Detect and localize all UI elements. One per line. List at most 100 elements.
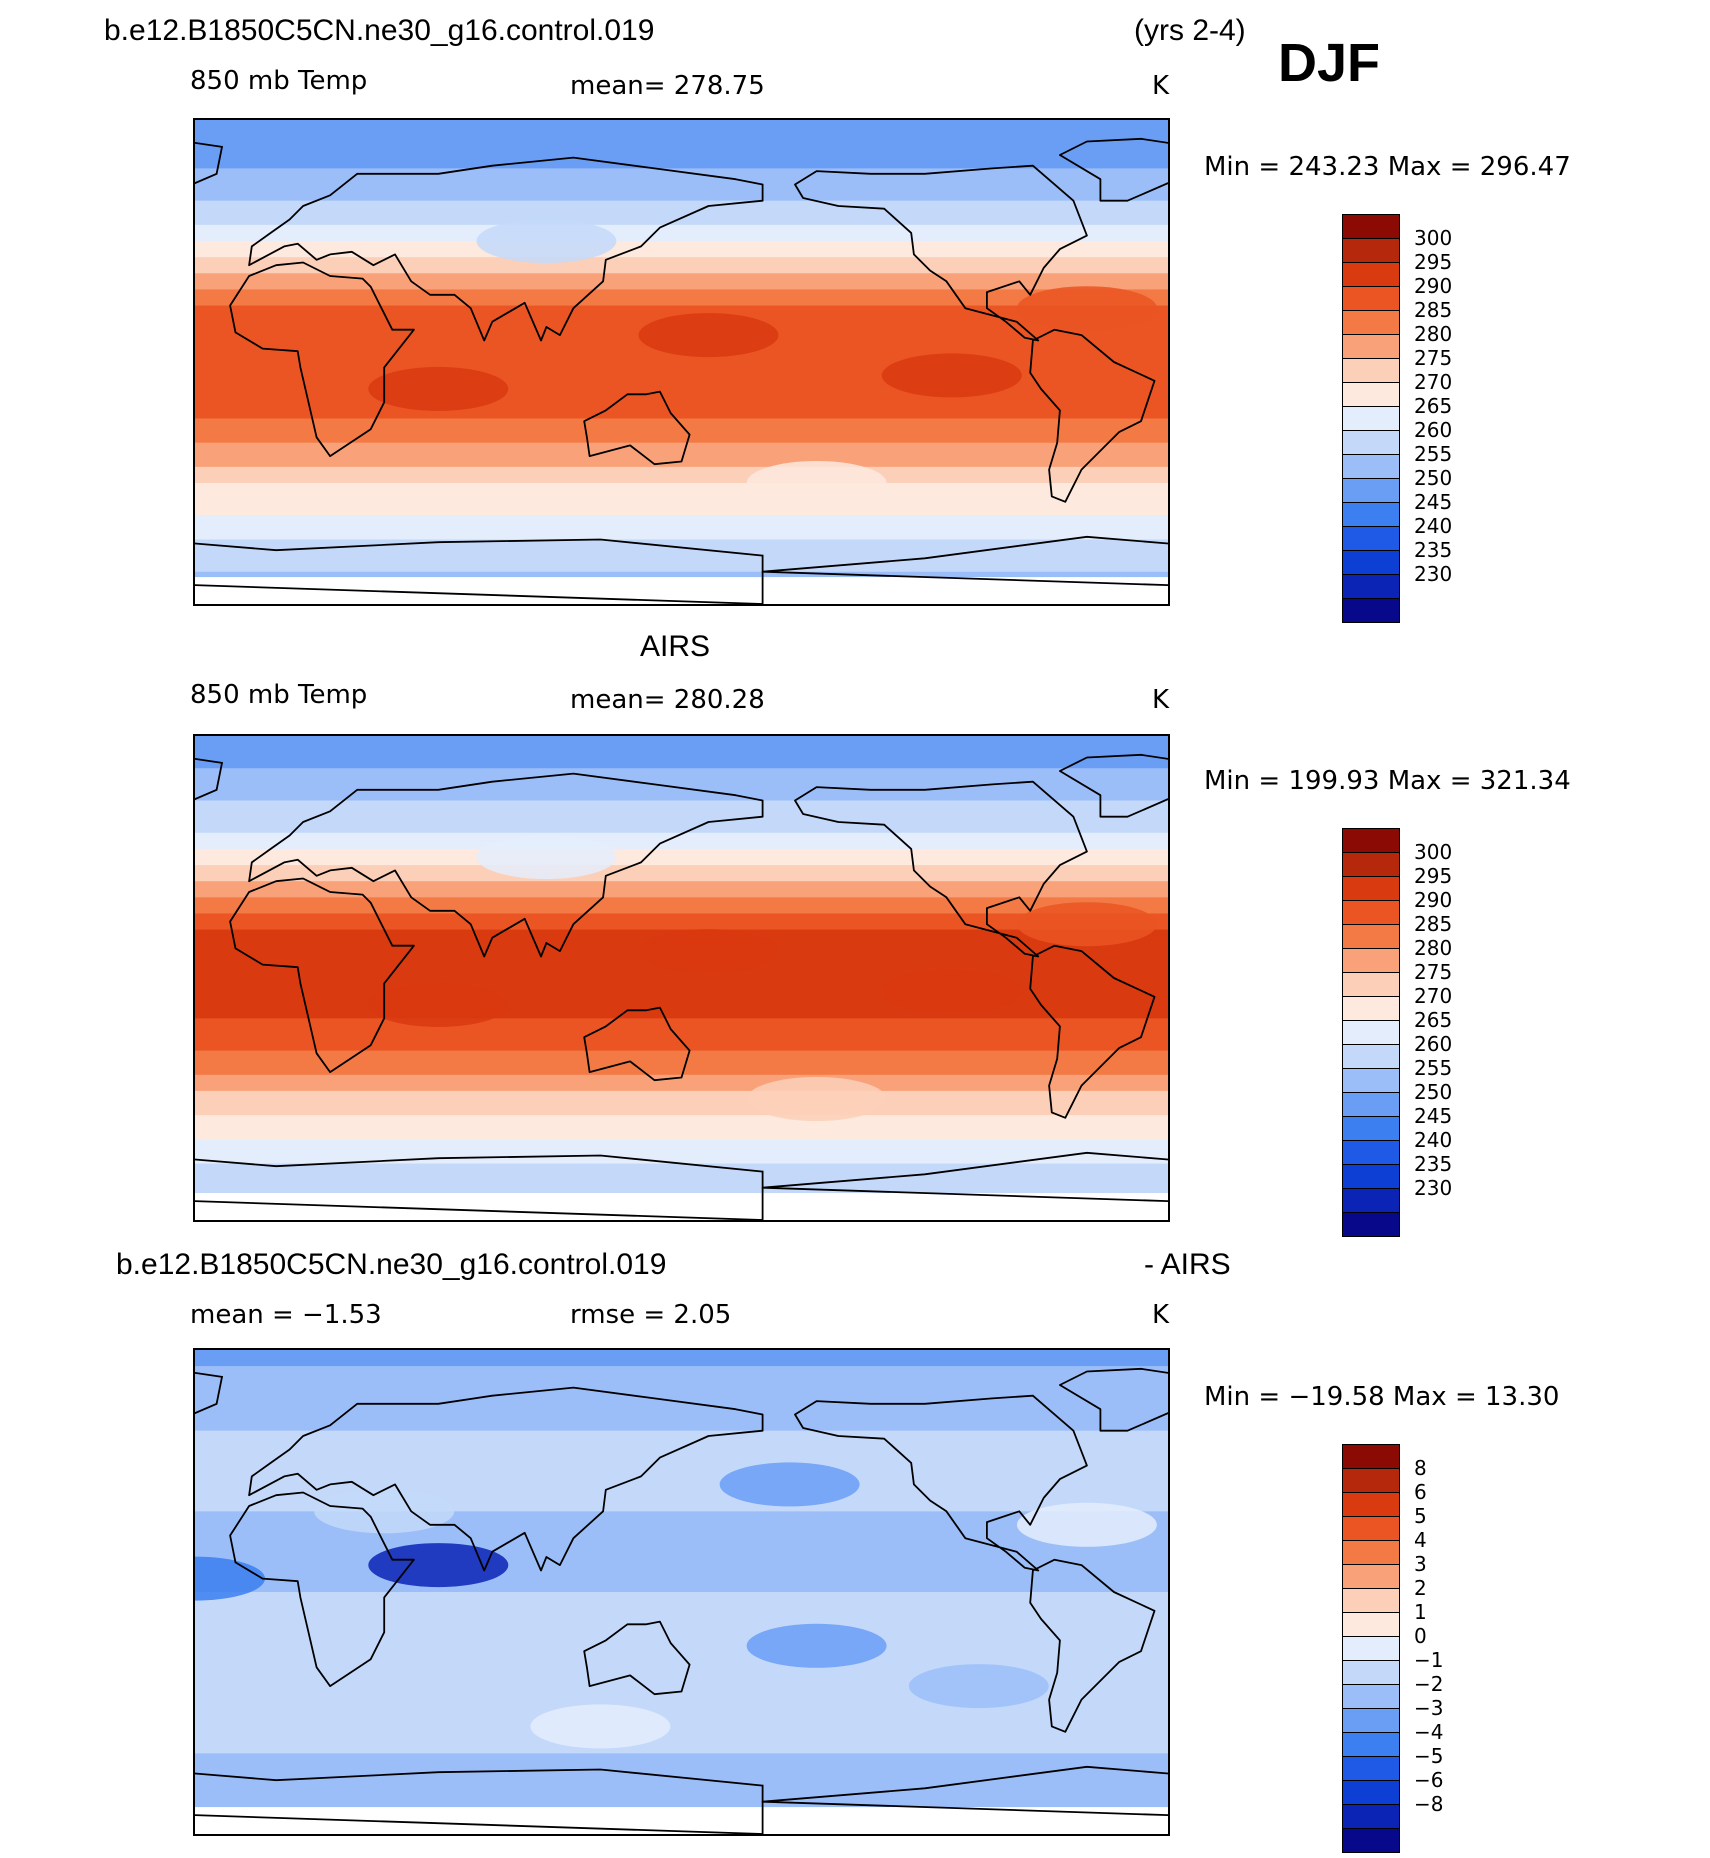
lat-band: [195, 1487, 1168, 1496]
lat-band: [195, 507, 1168, 516]
field-anomaly: [368, 1543, 509, 1588]
lat-band: [195, 1729, 1168, 1738]
field-anomaly: [719, 1462, 860, 1507]
lat-band: [195, 1155, 1168, 1165]
colorbar-tick-label: 280: [1414, 322, 1453, 346]
colorbar-tick-label: 240: [1414, 1128, 1453, 1152]
lat-band: [195, 1147, 1168, 1157]
panel2-minmax: Min = 199.93 Max = 321.34: [1204, 766, 1571, 796]
colorbar-swatch: [1342, 1068, 1400, 1093]
field-anomaly: [638, 929, 779, 974]
colorbar-swatch: [1342, 1804, 1400, 1829]
lat-band: [195, 736, 1168, 745]
lat-band: [195, 200, 1168, 210]
lat-band: [195, 865, 1168, 874]
field-anomaly: [368, 982, 509, 1027]
panel1-variable: 850 mb Temp: [190, 66, 368, 96]
lat-band: [195, 216, 1168, 226]
lat-band: [195, 1777, 1168, 1787]
lat-band: [195, 1179, 1168, 1189]
colorbar-tick-label: 280: [1414, 936, 1453, 960]
lat-band: [195, 1382, 1168, 1391]
colorbar-swatch: [1342, 1588, 1400, 1613]
years-label: (yrs 2-4): [1134, 14, 1246, 47]
lat-band: [195, 523, 1168, 532]
field-anomaly: [1016, 286, 1157, 331]
colorbar-swatch: [1342, 358, 1400, 383]
field-anomaly: [1016, 902, 1157, 947]
colorbar-tick-label: 290: [1414, 888, 1453, 912]
lat-band: [195, 1624, 1168, 1633]
colorbar-tick-label: −2: [1414, 1672, 1444, 1696]
lat-band: [195, 555, 1168, 565]
coastline: [1059, 137, 1168, 202]
panel1-contour-svg: [195, 120, 1168, 604]
lat-band: [195, 144, 1168, 153]
panel2-bands: [195, 736, 1168, 1220]
colorbar-swatch: [1342, 478, 1400, 503]
colorbar-swatch: [1342, 502, 1400, 527]
colorbar-swatch: [1342, 1468, 1400, 1493]
lat-band: [195, 1010, 1168, 1019]
coastline: [1059, 1367, 1168, 1432]
lat-band: [195, 1503, 1168, 1512]
colorbar-tick-label: 270: [1414, 984, 1453, 1008]
field-anomaly: [881, 353, 1022, 398]
colorbar-tick-label: −5: [1414, 1744, 1444, 1768]
lat-band: [195, 1648, 1168, 1658]
panel3-title-left: b.e12.B1850C5CN.ne30_g16.control.019: [116, 1248, 667, 1281]
colorbar-tick-label: 2: [1414, 1576, 1427, 1600]
lat-band: [195, 1374, 1168, 1383]
panel2-map: [193, 734, 1170, 1222]
lat-band: [195, 1745, 1168, 1754]
lat-band: [195, 281, 1168, 290]
colorbar-tick-label: 235: [1414, 538, 1453, 562]
field-anomaly: [476, 219, 617, 263]
lat-band: [195, 1640, 1168, 1650]
lat-band: [195, 442, 1168, 452]
colorbar-tick-label: 275: [1414, 960, 1453, 984]
coastline: [1029, 1558, 1156, 1733]
field-anomaly: [368, 366, 509, 411]
colorbar-swatch: [1342, 1636, 1400, 1661]
field-anomaly: [746, 461, 887, 505]
colorbar-tick-label: 285: [1414, 298, 1453, 322]
colorbar-swatch: [1342, 1092, 1400, 1117]
field-anomaly: [908, 1664, 1049, 1709]
panel1-mean: mean= 278.75: [570, 71, 765, 101]
lat-band: [195, 1721, 1168, 1730]
lat-band: [195, 1115, 1168, 1124]
field-anomaly: [476, 835, 617, 879]
coastline: [195, 538, 764, 604]
lat-band: [195, 539, 1168, 549]
colorbar-tick-label: 255: [1414, 1056, 1453, 1080]
panel2-units: K: [1152, 685, 1170, 715]
colorbar-swatch: [1342, 876, 1400, 901]
colorbar-tick-label: 240: [1414, 514, 1453, 538]
coastline: [761, 535, 1168, 587]
colorbar-swatch: [1342, 1612, 1400, 1637]
lat-band: [195, 232, 1168, 242]
colorbar-swatch: [1342, 334, 1400, 359]
colorbar-tick-label: 5: [1414, 1504, 1427, 1528]
coastline: [248, 772, 764, 958]
panel1-bands: [195, 120, 1168, 604]
lat-band: [195, 474, 1168, 484]
panel1-map: [193, 118, 1170, 606]
coastline: [794, 164, 1088, 342]
colorbar-swatch: [1342, 1660, 1400, 1685]
lat-band: [195, 1737, 1168, 1746]
coastline: [229, 1491, 415, 1688]
lat-band: [195, 136, 1168, 145]
lat-band: [195, 160, 1168, 169]
colorbar-tick-label: 275: [1414, 346, 1453, 370]
colorbar-swatch: [1342, 1780, 1400, 1805]
coastline: [248, 1386, 764, 1572]
lat-band: [195, 418, 1168, 428]
colorbar-tick-label: −8: [1414, 1792, 1444, 1816]
colorbar-tick-label: 290: [1414, 274, 1453, 298]
colorbar-swatch: [1342, 1140, 1400, 1165]
coastline: [195, 1768, 764, 1834]
lat-band: [195, 370, 1168, 379]
field-anomaly: [746, 1077, 887, 1121]
